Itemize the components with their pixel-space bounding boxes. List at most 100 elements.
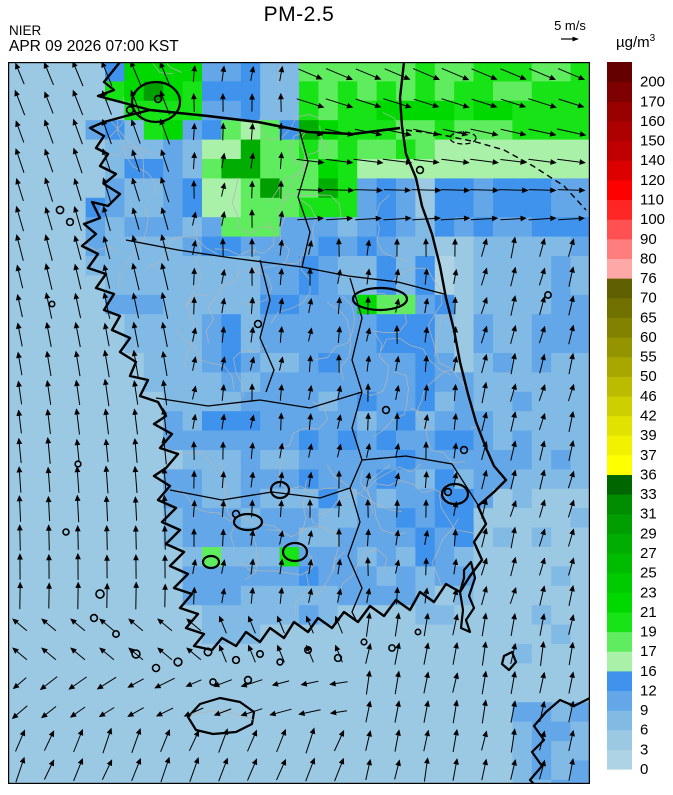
- forecast-timestamp: APR 09 2026 07:00 KST: [9, 38, 179, 55]
- small-island: [55, 205, 65, 215]
- colorbar-segment: [607, 651, 632, 672]
- colorbar-segment: [607, 611, 632, 633]
- colorbar-segment: [607, 631, 632, 652]
- small-island: [414, 628, 422, 636]
- colorbar-tick-label: 37: [640, 447, 657, 464]
- units-label: µg/m3: [616, 33, 656, 51]
- colorbar-segment: [607, 238, 632, 259]
- contour-loop: [130, 80, 182, 124]
- pm25-concentration-map: [8, 62, 590, 784]
- colorbar-tick-label: 100: [640, 211, 665, 228]
- colorbar-tick-label: 140: [640, 152, 665, 169]
- contour-loop: [201, 554, 221, 570]
- small-island: [544, 291, 552, 299]
- wind-scale-arrow-icon: [561, 36, 579, 42]
- colorbar-segment: [607, 81, 632, 102]
- small-island: [276, 658, 284, 666]
- city-marker: [443, 487, 453, 497]
- city-marker: [253, 319, 263, 329]
- tsushima-island: [458, 560, 477, 634]
- small-island: [112, 630, 120, 638]
- small-island: [388, 644, 396, 652]
- colorbar-tick-label: 110: [640, 191, 664, 208]
- small-island: [74, 460, 82, 468]
- small-island: [65, 217, 75, 227]
- jeju-island: [186, 696, 256, 736]
- colorbar-tick-label: 33: [640, 486, 657, 503]
- colorbar-tick-label: 76: [640, 270, 657, 287]
- city-marker: [153, 94, 163, 104]
- colorbar-segment: [607, 552, 632, 574]
- colorbar-canvas: 2001701601501401201101009080767065605550…: [607, 62, 665, 778]
- small-island: [62, 528, 70, 536]
- map-frame: [8, 62, 590, 784]
- city-marker: [415, 165, 425, 175]
- contour-loop: [351, 286, 409, 312]
- colorbar-segment: [607, 749, 632, 770]
- colorbar-tick-label: 27: [640, 545, 657, 562]
- small-island: [243, 675, 253, 685]
- colorbar-tick-label: 90: [640, 231, 657, 248]
- colorbar-tick-label: 25: [640, 565, 657, 582]
- colorbar-tick-label: 36: [640, 466, 657, 483]
- colorbar-segment: [607, 415, 632, 436]
- colorbar-segment: [607, 336, 632, 358]
- city-markers-layer: [125, 94, 469, 519]
- pm-raster-layer: [8, 62, 590, 784]
- colorbar-tick-label: 29: [640, 525, 657, 542]
- contour-loop: [232, 512, 264, 532]
- colorbar-segment: [607, 219, 632, 240]
- colorbar-segment: [607, 494, 632, 515]
- colorbar-segment: [607, 533, 632, 554]
- contour-loop: [281, 541, 309, 563]
- colorbar-segment: [607, 160, 632, 181]
- colorbar-segment: [607, 395, 632, 417]
- colorbar-segment: [607, 474, 632, 495]
- wind-scale-label: 5 m/s: [554, 18, 586, 33]
- jeju-inner-line: [189, 709, 254, 721]
- small-island: [173, 657, 183, 667]
- small-island: [151, 663, 161, 673]
- wind-vectors-layer: [11, 62, 587, 783]
- colorbar-segment: [607, 258, 632, 279]
- colorbar-segment: [607, 690, 632, 711]
- colorbar-segment: [607, 179, 632, 201]
- colorbar-tick-label: 120: [640, 172, 665, 189]
- contour-loop: [269, 480, 291, 500]
- japan-coast: [528, 696, 590, 784]
- colorbar-segment: [607, 729, 632, 750]
- colorbar-tick-label: 55: [640, 349, 657, 366]
- city-marker: [125, 105, 135, 115]
- colorbar-segment: [607, 710, 632, 731]
- colorbar-tick-label: 46: [640, 388, 657, 405]
- page-title: PM-2.5: [263, 3, 335, 26]
- colorbar-segment: [607, 278, 632, 299]
- colorbar-tick-label: 19: [640, 624, 657, 641]
- colorbar-tick-label: 31: [640, 506, 657, 523]
- small-island: [256, 650, 264, 658]
- colorbar-tick-label: 0: [640, 761, 648, 778]
- colorbar-tick-label: 39: [640, 427, 657, 444]
- colorbar-tick-label: 200: [640, 74, 665, 91]
- colorbar-segment: [607, 513, 632, 534]
- colorbar-tick-label: 70: [640, 290, 657, 307]
- colorbar-tick-label: 50: [640, 368, 657, 385]
- korea-coastline: [80, 62, 508, 652]
- colorbar-tick-label: 12: [640, 682, 657, 699]
- colorbar-tick-label: 170: [640, 93, 665, 110]
- small-island: [231, 655, 241, 665]
- colorbar-segment: [607, 376, 632, 397]
- colorbar-segment: [607, 435, 632, 456]
- colorbar-segment: [607, 592, 632, 613]
- city-marker: [459, 445, 469, 455]
- colorbar-tick-label: 21: [640, 604, 657, 621]
- colorbar-tick-label: 150: [640, 133, 665, 150]
- colorbar-segment: [607, 62, 632, 83]
- colorbar-tick-label: 60: [640, 329, 657, 346]
- small-island: [203, 647, 213, 657]
- colorbar-tick-label: 17: [640, 643, 657, 660]
- small-island: [89, 613, 99, 623]
- colorbar-tick-label: 3: [640, 741, 648, 758]
- small-island: [360, 638, 368, 646]
- colorbar-segment: [607, 120, 632, 142]
